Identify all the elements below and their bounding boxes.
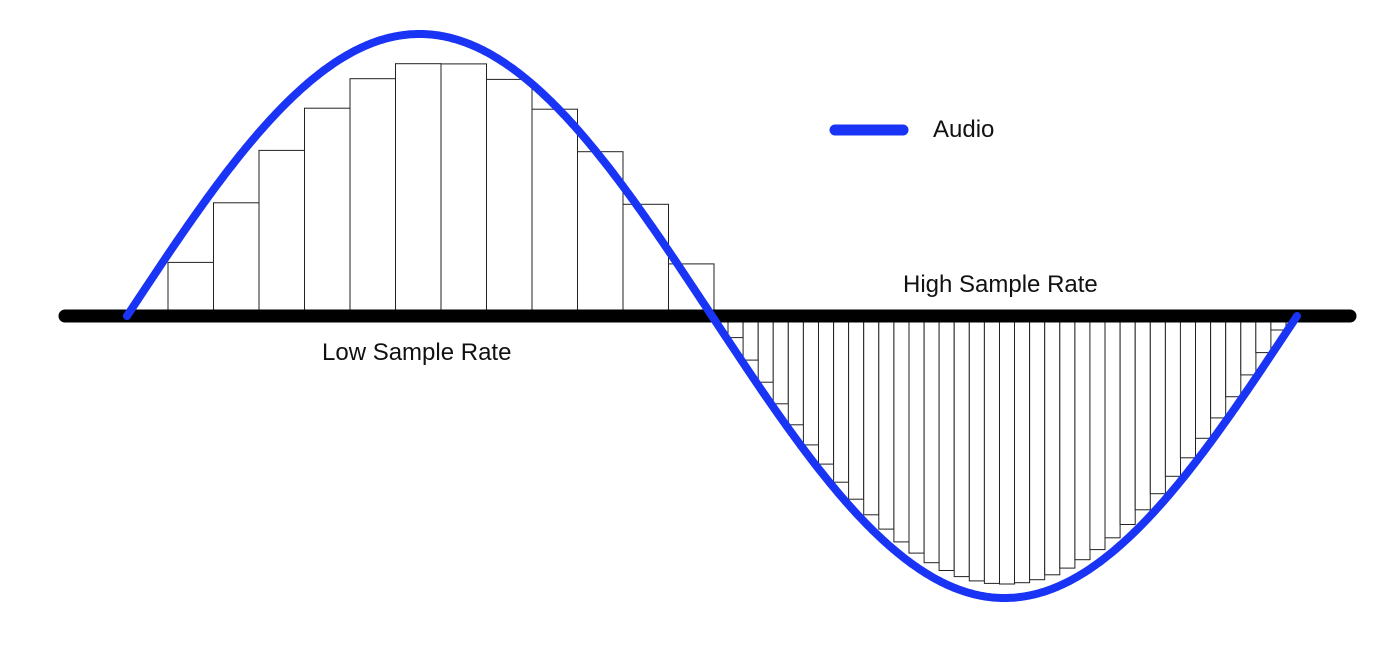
high-rate-sample-bar <box>1119 315 1136 525</box>
low-rate-sample-bar <box>258 149 305 317</box>
high-rate-sample-bar <box>802 315 820 446</box>
high-rate-sample-bar <box>953 315 970 578</box>
high-rate-sample-bar <box>1059 315 1076 569</box>
low-sample-rate-label: Low Sample Rate <box>322 339 511 366</box>
high-rate-sample-bar <box>833 315 850 483</box>
legend: Audio <box>829 116 994 143</box>
legend-label: Audio <box>933 116 994 143</box>
high-rate-sample-bar <box>1044 315 1061 576</box>
high-rate-sample-bar <box>923 315 940 564</box>
high-rate-sample-bar <box>1210 315 1227 419</box>
high-rate-sample-bar <box>878 315 895 530</box>
high-rate-sample-bar <box>772 315 789 405</box>
high-rate-sample-bar <box>1134 315 1151 511</box>
low-rate-sample-bar <box>395 63 442 317</box>
high-rate-sample-bar <box>863 315 880 516</box>
high-rate-sample-bar <box>818 315 835 465</box>
high-rate-sample-bar <box>1179 315 1197 459</box>
high-rate-sample-bar <box>1089 315 1106 551</box>
high-rate-sample-bar <box>787 315 804 426</box>
low-sample-rate-bars <box>167 63 715 317</box>
high-rate-sample-bar <box>1225 315 1242 398</box>
high-rate-sample-bar <box>938 315 955 571</box>
low-rate-sample-bar <box>486 78 533 317</box>
high-rate-sample-bar <box>1074 315 1091 561</box>
low-rate-sample-bar <box>213 202 260 317</box>
low-rate-sample-bar <box>349 78 396 317</box>
high-rate-sample-bar <box>1195 315 1212 439</box>
high-rate-sample-bar <box>848 315 865 500</box>
high-rate-sample-bar <box>1029 315 1046 581</box>
low-rate-sample-bar <box>531 108 578 317</box>
high-rate-sample-bar <box>968 315 985 582</box>
high-rate-sample-bar <box>908 315 925 554</box>
high-rate-sample-bar <box>1104 315 1121 539</box>
high-rate-sample-bar <box>893 315 910 543</box>
low-rate-sample-bar <box>167 261 214 317</box>
high-rate-sample-bar <box>1014 315 1031 584</box>
high-rate-sample-bar <box>742 315 759 361</box>
audio-waveform <box>123 30 1301 602</box>
high-rate-sample-bar <box>1164 315 1182 477</box>
high-rate-sample-bar <box>983 315 1001 584</box>
low-rate-sample-bar <box>304 107 351 317</box>
low-rate-sample-bar <box>440 63 487 317</box>
high-rate-sample-bar <box>1149 315 1166 495</box>
high-rate-sample-bar <box>999 315 1016 585</box>
high-sample-rate-bars <box>727 315 1287 585</box>
high-sample-rate-label: High Sample Rate <box>903 271 1098 298</box>
high-rate-sample-bar <box>757 315 774 383</box>
high-rate-sample-bar <box>1240 315 1257 376</box>
